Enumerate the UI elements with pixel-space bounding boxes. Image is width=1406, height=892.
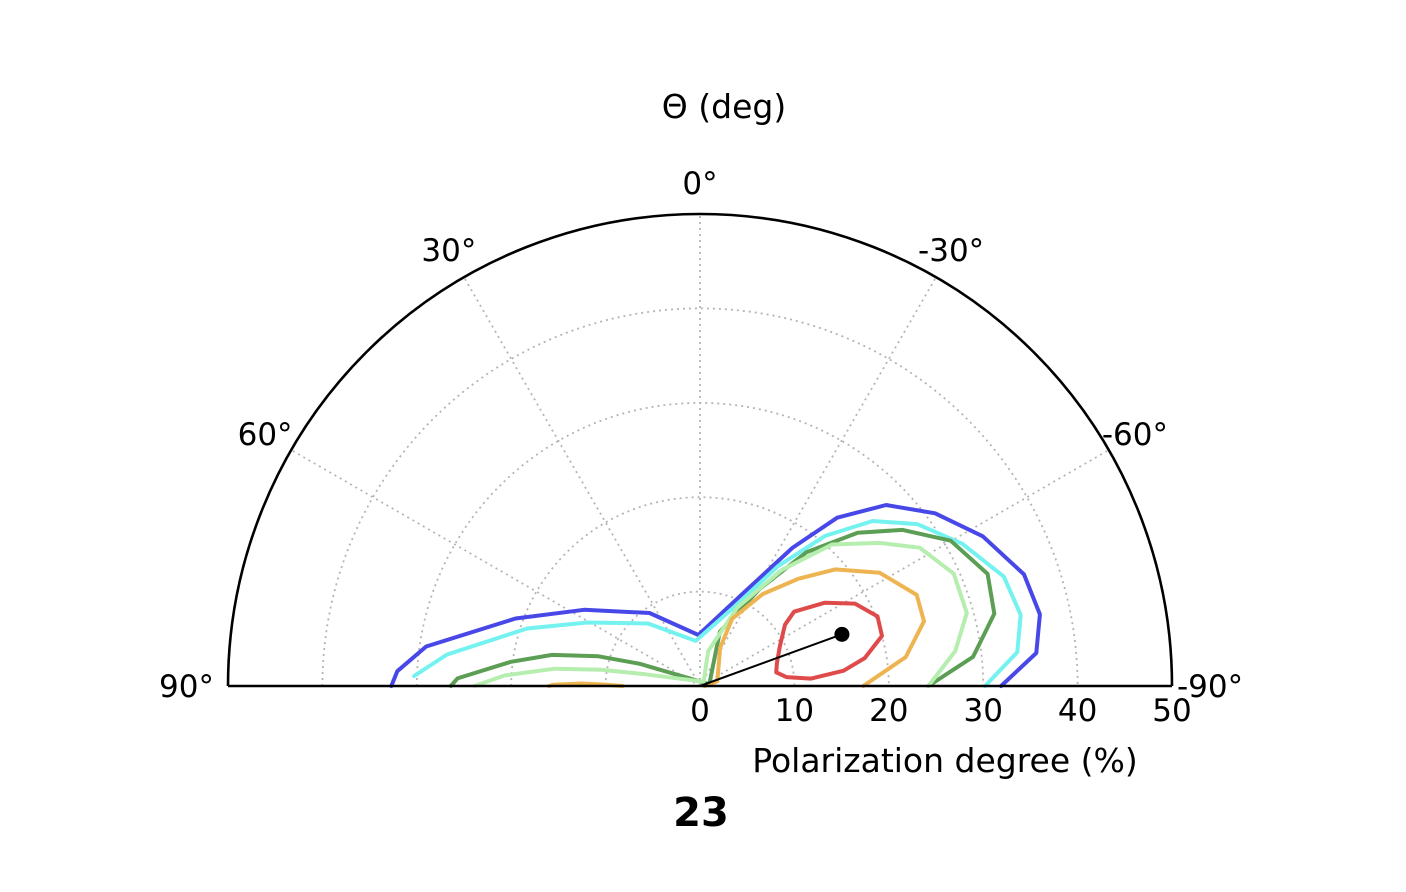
contour-2 bbox=[448, 527, 997, 688]
angular-tick-label-0: 0° bbox=[682, 166, 717, 202]
angular-gridline-60 bbox=[290, 449, 701, 687]
angular-tick-label--30: -30° bbox=[918, 233, 984, 269]
contour-6 bbox=[774, 600, 884, 681]
radial-tick-label-0: 0 bbox=[690, 693, 710, 729]
contour-0 bbox=[389, 503, 1042, 688]
angular-gridline--30 bbox=[699, 276, 937, 687]
radial-tick-label-10: 10 bbox=[775, 693, 814, 729]
contour-4 bbox=[702, 567, 926, 688]
chart-title: Θ (deg) bbox=[662, 87, 786, 126]
x-axis-label: Polarization degree (%) bbox=[752, 741, 1138, 780]
panel-number: 23 bbox=[673, 790, 729, 836]
contour-1 bbox=[412, 519, 1023, 688]
angular-tick-label-30: 30° bbox=[421, 233, 476, 269]
radial-gridline-20 bbox=[510, 496, 890, 687]
angular-tick-label-60: 60° bbox=[238, 417, 293, 453]
angular-tick-label-90: 90° bbox=[159, 669, 214, 705]
peak-marker bbox=[699, 626, 850, 687]
angular-tick-label--60: -60° bbox=[1102, 417, 1168, 453]
contour-lines bbox=[389, 503, 1042, 688]
angular-tick-label--90: -90° bbox=[1177, 669, 1243, 705]
radial-tick-label-30: 30 bbox=[963, 693, 1002, 729]
polar-grid bbox=[290, 214, 1110, 687]
radial-tick-label-40: 40 bbox=[1058, 693, 1097, 729]
marker-dot bbox=[834, 626, 850, 642]
marker-line bbox=[699, 633, 843, 687]
tick-labels: 0 10 20 30 40 50 90° 60° 30° 0° -30° -60° -90° bbox=[159, 166, 1243, 729]
radial-tick-label-20: 20 bbox=[869, 693, 908, 729]
angular-gridline--60 bbox=[699, 449, 1110, 687]
contour-3 bbox=[472, 540, 969, 688]
outer-boundary bbox=[226, 212, 1174, 687]
radial-gridline-40 bbox=[321, 307, 1079, 687]
radial-tick-label-50: 50 bbox=[1152, 693, 1191, 729]
